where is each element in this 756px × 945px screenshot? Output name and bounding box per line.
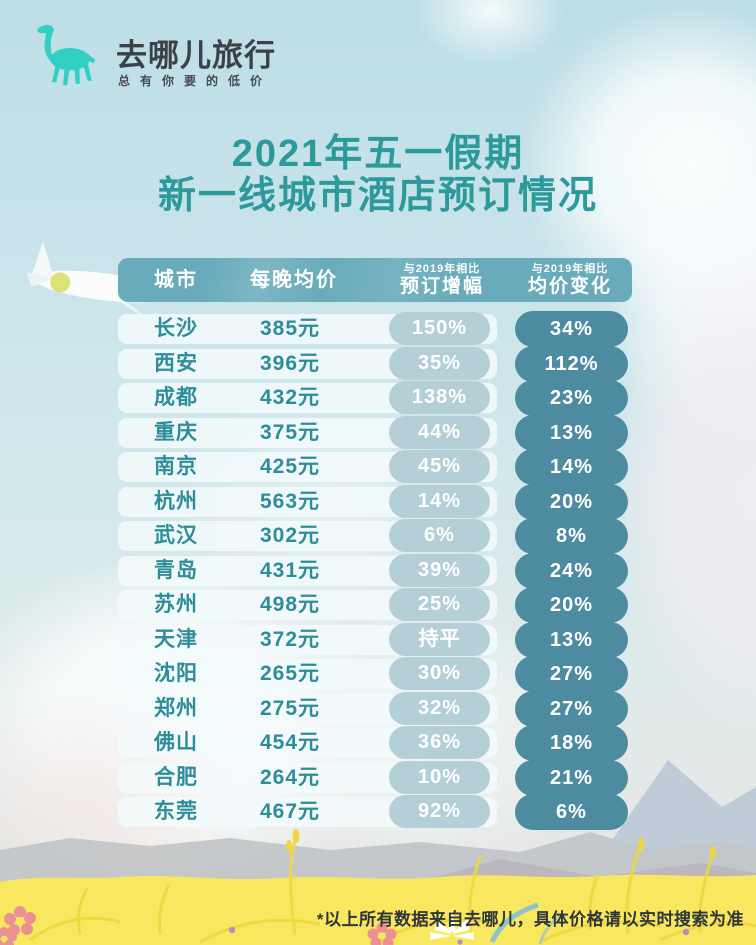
row-price-change: 34% (515, 311, 628, 347)
row-booking-growth: 持平 (389, 622, 490, 656)
poster-title-line1: 2021年五一假期 (231, 133, 525, 175)
row-price-change: 8% (515, 518, 628, 554)
row-price: 385元 (259, 317, 321, 340)
poster-title-line2: 新一线城市酒店预订情况 (157, 175, 598, 217)
row-price-change: 27% (515, 656, 628, 692)
row-city: 武汉 (154, 524, 198, 547)
row-price-change: 20% (515, 587, 628, 623)
row-booking-growth: 10% (389, 760, 490, 794)
table-row: 西安 396元 35% 112% (118, 345, 632, 382)
table-row: 杭州 563元 14% 20% (118, 483, 632, 520)
row-booking-growth: 14% (389, 484, 490, 518)
row-price-change: 23% (515, 380, 628, 416)
row-city: 重庆 (154, 420, 198, 444)
row-city: 天津 (154, 627, 198, 651)
row-booking-growth: 138% (389, 381, 490, 414)
row-booking-growth: 32% (389, 691, 490, 725)
table-row: 成都 432元 138% 23% (118, 380, 632, 416)
header-booking-growth-subtitle: 与2019年相比 (403, 263, 481, 275)
row-booking-growth: 44% (389, 415, 490, 449)
row-price-change: 13% (515, 414, 628, 451)
table-row: 青岛 431元 39% 24% (118, 552, 632, 589)
row-city: 佛山 (154, 731, 198, 754)
sunburst-icon (430, 908, 474, 940)
row-price-change: 21% (515, 759, 628, 796)
row-city: 长沙 (154, 317, 198, 340)
airplane-tail-fin (30, 240, 54, 278)
row-price-change: 112% (515, 345, 628, 382)
row-booking-growth: 25% (389, 588, 490, 621)
table-row: 佛山 454元 36% 18% (118, 725, 632, 761)
row-price: 432元 (259, 386, 321, 409)
row-booking-growth: 36% (389, 726, 490, 759)
row-price: 372元 (259, 627, 321, 651)
row-price: 265元 (259, 662, 321, 685)
row-price: 264元 (259, 765, 321, 789)
airplane-tailplane (26, 272, 53, 287)
table-row: 合肥 264元 10% 21% (118, 759, 632, 796)
header-price-change-subtitle: 与2019年相比 (531, 263, 609, 275)
row-price: 431元 (259, 558, 321, 582)
row-price-change: 13% (515, 621, 628, 658)
poster-title: 2021年五一假期 新一线城市酒店预订情况 (0, 133, 756, 217)
footnote: *以上所有数据来自去哪儿，具体价格请以实时搜索为准 (316, 910, 744, 929)
header-price: 每晚均价 (250, 269, 338, 291)
row-price-change: 24% (515, 552, 628, 589)
row-city: 郑州 (154, 696, 198, 720)
header-city: 城市 (154, 269, 198, 291)
table-row: 沈阳 265元 30% 27% (118, 656, 632, 692)
table-row: 南京 425元 45% 14% (118, 449, 632, 485)
row-price: 454元 (259, 731, 321, 754)
row-booking-growth: 150% (389, 312, 490, 345)
row-price: 375元 (259, 420, 321, 444)
header-booking-growth: 与2019年相比 预订增幅 (380, 258, 504, 302)
row-price: 498元 (259, 593, 321, 616)
row-city: 苏州 (154, 593, 198, 616)
table-row: 郑州 275元 32% 27% (118, 690, 632, 727)
table-row: 重庆 375元 44% 13% (118, 414, 632, 451)
row-booking-growth: 6% (389, 519, 490, 552)
row-booking-growth: 45% (389, 450, 490, 483)
row-city: 沈阳 (154, 662, 198, 685)
row-booking-growth: 39% (389, 553, 490, 587)
row-price-change: 27% (515, 690, 628, 727)
row-price: 275元 (259, 696, 321, 720)
table-row: 天津 372元 持平 13% (118, 621, 632, 658)
row-city: 青岛 (154, 558, 198, 582)
row-price-change: 20% (515, 483, 628, 520)
row-price-change: 14% (515, 449, 628, 485)
row-city: 成都 (154, 386, 198, 409)
table-row: 长沙 385元 150% 34% (118, 311, 632, 347)
row-price: 563元 (259, 489, 321, 513)
table-row: 苏州 498元 25% 20% (118, 587, 632, 623)
header-booking-growth-title: 预订增幅 (399, 276, 484, 297)
row-price-change: 18% (515, 725, 628, 761)
table-rows: 长沙 385元 150% 34% 西安 396元 35% 112% 成都 432… (118, 311, 632, 854)
grass-seed-heads (286, 829, 716, 858)
teal-grass-blade (489, 902, 563, 945)
table-row: 武汉 302元 6% 8% (118, 518, 632, 554)
brand-name: 去哪儿旅行 (116, 38, 276, 73)
cloud (415, 0, 565, 65)
row-price: 302元 (259, 524, 321, 547)
row-price: 425元 (259, 455, 321, 478)
row-booking-growth: 30% (389, 657, 490, 690)
row-city: 杭州 (154, 489, 198, 513)
camel-icon (37, 24, 96, 86)
header-price-change-title: 均价变化 (527, 276, 612, 297)
brand-tagline: 总有你要的低价 (118, 74, 273, 88)
row-city: 南京 (154, 455, 198, 478)
row-city: 西安 (154, 351, 198, 375)
row-booking-growth: 35% (389, 346, 490, 380)
row-price: 396元 (259, 351, 321, 375)
hotel-table: 城市 每晚均价 与2019年相比 预订增幅 与2019年相比 均价变化 长沙 3… (118, 258, 632, 854)
table-header: 城市 每晚均价 与2019年相比 预订增幅 与2019年相比 均价变化 (118, 258, 632, 302)
airplane-logo-circle (50, 272, 71, 293)
header-price-change: 与2019年相比 均价变化 (508, 258, 632, 302)
row-city: 合肥 (154, 765, 198, 789)
